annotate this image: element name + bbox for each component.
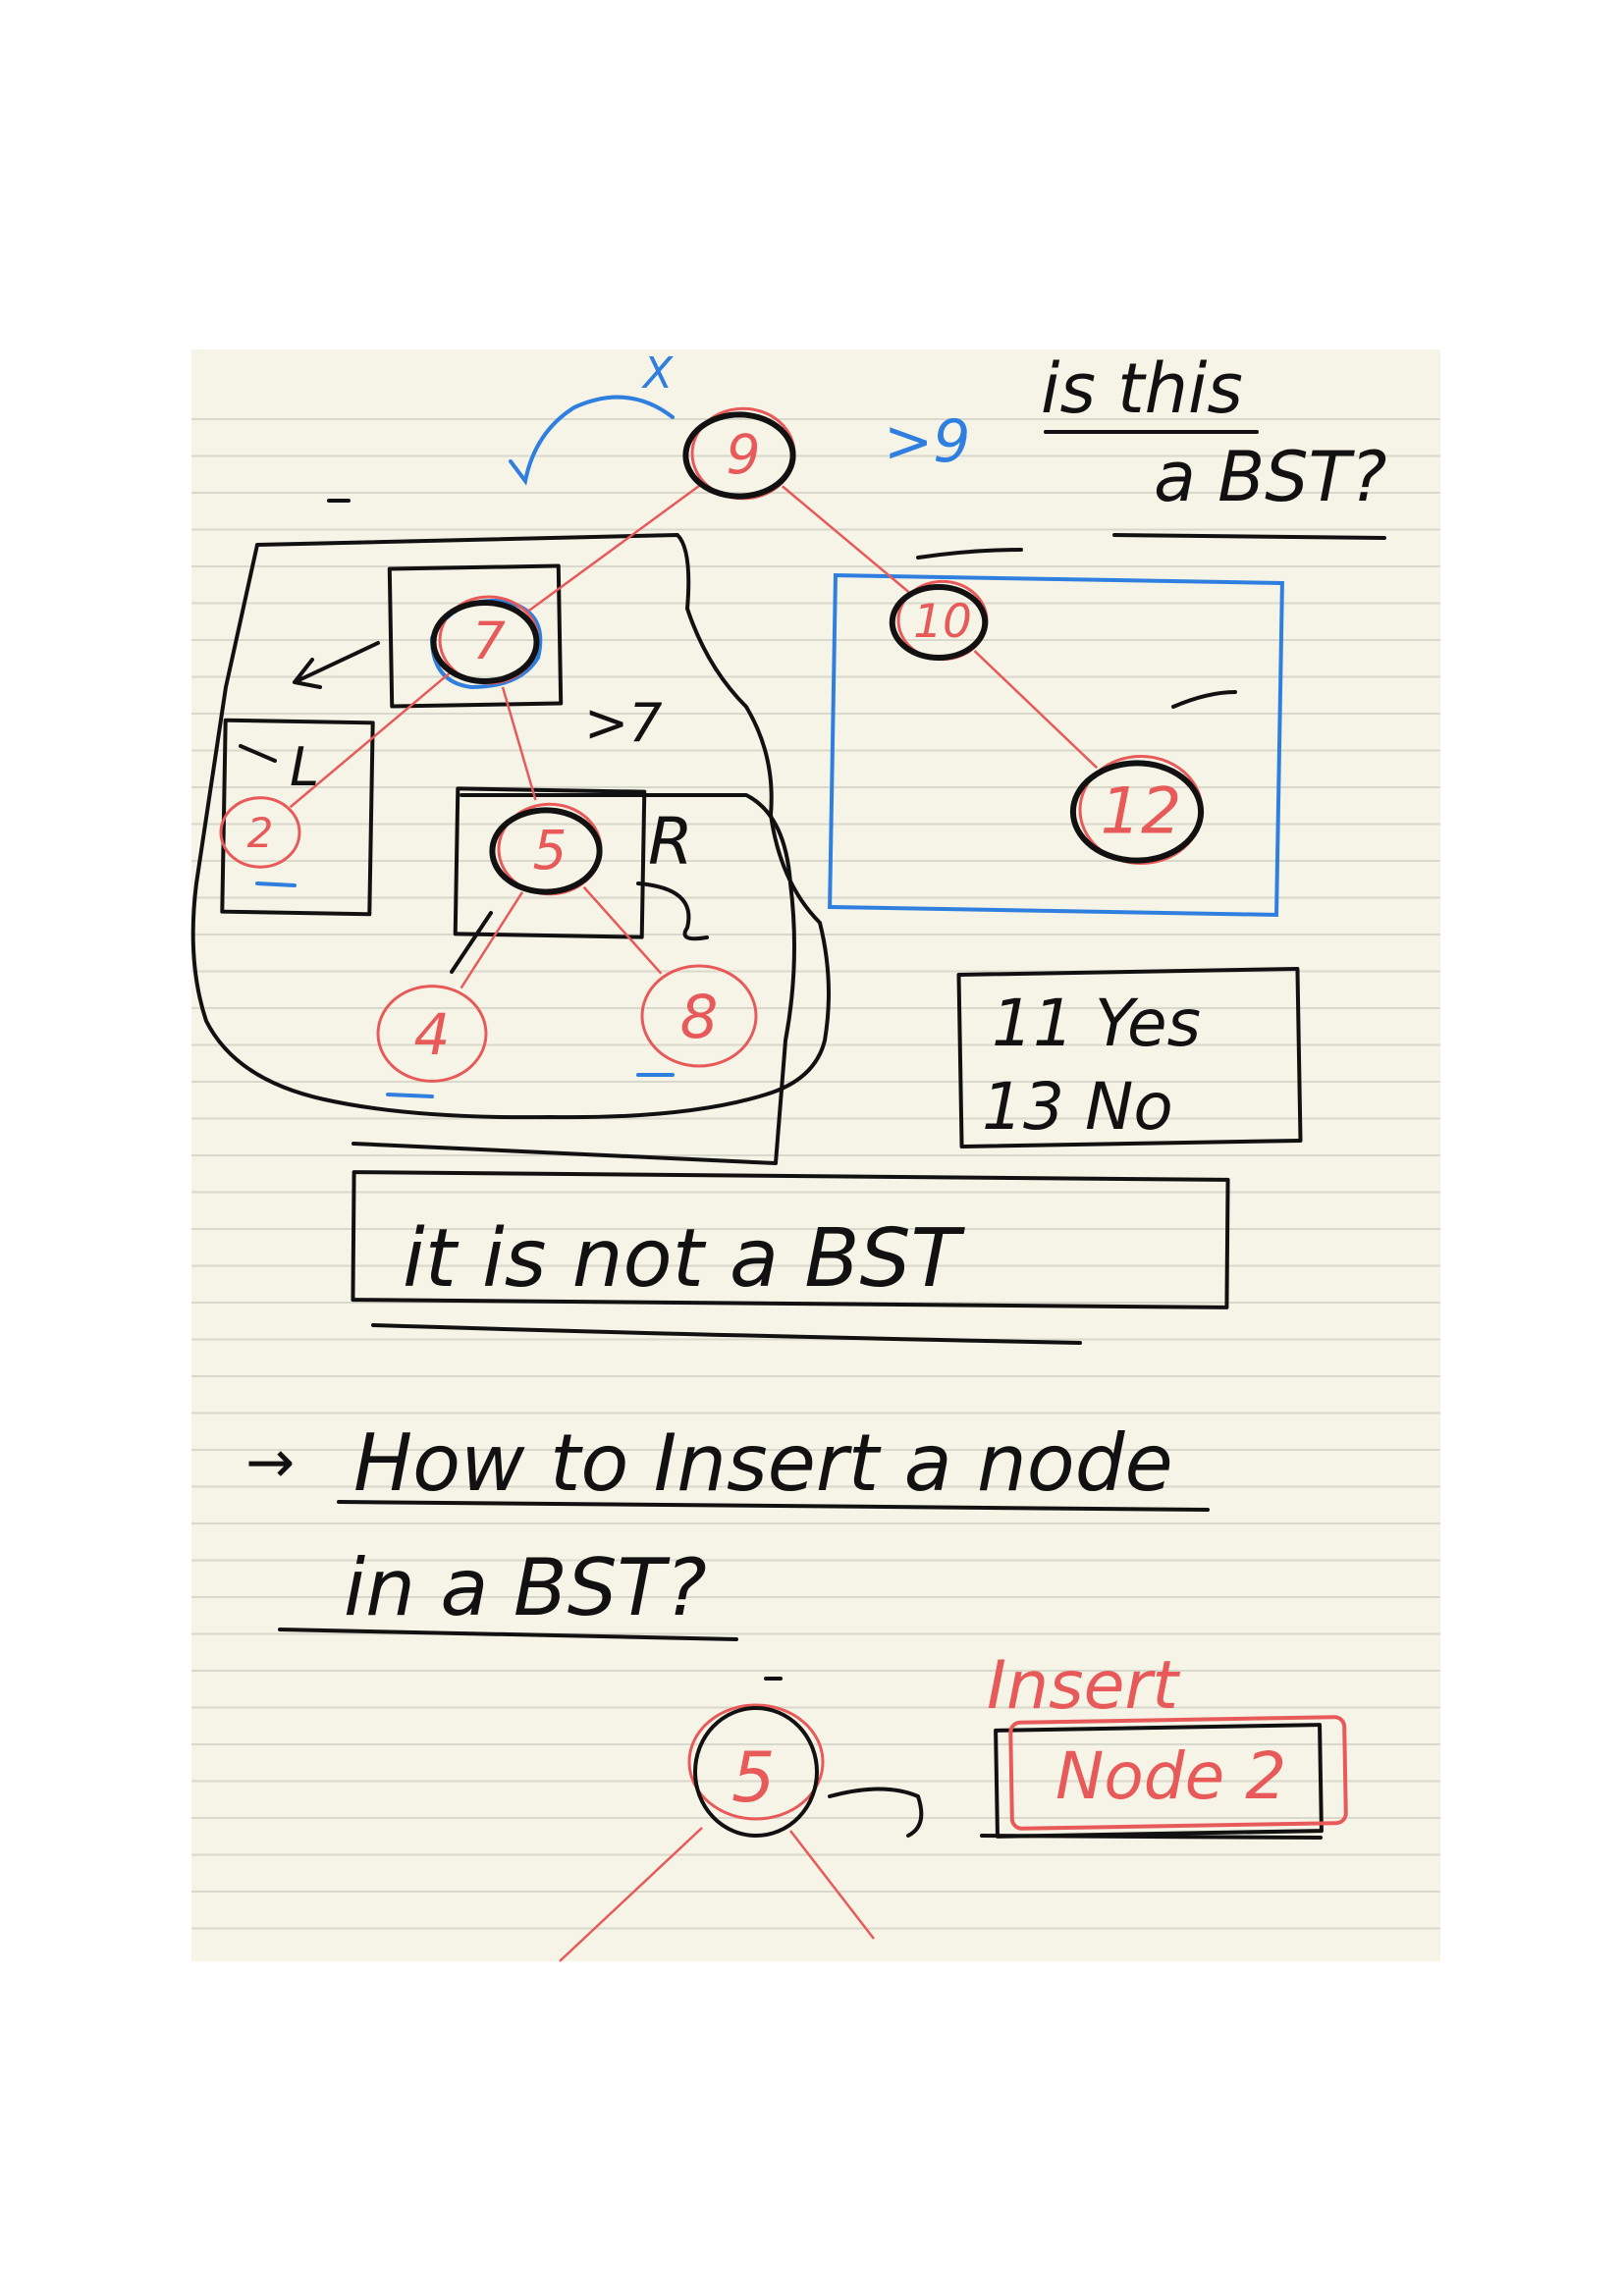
node-9-label: 9 — [727, 423, 761, 486]
answer-line1: 11 Yes — [992, 986, 1201, 1061]
mark-gt9: >9 — [884, 407, 970, 476]
question-line2: a BST? — [1154, 437, 1387, 517]
node-2-ring — [219, 796, 301, 869]
tree1-edges — [289, 482, 1099, 989]
right-child-subtree-outline — [352, 793, 796, 1165]
tree2-root-ring-red — [687, 1703, 825, 1821]
tree1-edge-n5-n8 — [582, 885, 663, 975]
node-5-box — [453, 786, 647, 939]
insert-box-black — [994, 1723, 1324, 1839]
node-5-arrow-curl — [636, 881, 709, 941]
node-5-arrow-down — [450, 911, 493, 974]
node-12-black-ring — [1069, 760, 1205, 864]
node-8-label: 8 — [680, 983, 719, 1052]
tree2: 5 Insert Node 2 — [559, 1647, 1348, 1962]
node-10-black-ring — [889, 584, 989, 661]
node-7-box — [387, 563, 564, 709]
answer-box — [956, 966, 1303, 1148]
heading-underline — [337, 1500, 1210, 1512]
node-5-label: 5 — [533, 819, 568, 881]
conclusion-text: it is not a BST — [403, 1212, 966, 1306]
insert-label: Insert — [987, 1647, 1180, 1725]
tree1-edge-n7-n2 — [289, 670, 453, 809]
tree2-arrow — [828, 1787, 924, 1838]
tree2-root-label: 5 — [731, 1737, 776, 1818]
question-underline-2 — [1112, 533, 1386, 540]
right-subtree-box — [828, 573, 1284, 917]
tree2-edge-right — [789, 1830, 875, 1940]
tree1-edge-n10-n12 — [973, 650, 1099, 770]
blue-dash-2 — [255, 881, 297, 887]
node-8-ring — [640, 964, 758, 1068]
node-10-label: 10 — [913, 595, 972, 649]
mark-gt7: >7 — [584, 692, 663, 754]
heading-line1: How to Insert a node — [353, 1417, 1173, 1509]
question-line1: is this — [1041, 348, 1243, 429]
tree2-root-ring-black — [693, 1706, 819, 1838]
left-subtree-outline — [190, 533, 831, 1120]
heading-line2: in a BST? — [344, 1542, 707, 1633]
mark-root-x: X — [641, 348, 674, 399]
answer-line2: 13 No — [982, 1069, 1173, 1145]
conclusion-box — [351, 1170, 1230, 1309]
tree1-edge-n9-n10 — [782, 485, 910, 594]
mark-check-10 — [916, 548, 1023, 560]
mark-check-12 — [1171, 690, 1237, 709]
node-12-label: 12 — [1101, 775, 1182, 849]
insert-box-red — [1008, 1715, 1348, 1831]
node-2-label: 2 — [247, 809, 274, 857]
tree1-edge-n5-n4 — [460, 891, 524, 989]
blue-dash-4 — [386, 1093, 434, 1098]
node-4-label: 4 — [414, 1001, 451, 1068]
root-blue-curl — [509, 395, 675, 486]
conclusion-underline — [371, 1323, 1082, 1345]
tree1-edge-n7-n5 — [501, 686, 537, 801]
heading-line2-underline — [278, 1628, 738, 1641]
mark-right: R — [648, 804, 693, 880]
node-7-label: 7 — [472, 612, 506, 671]
mark-dash-2 — [239, 744, 277, 763]
tree1-edge-n9-n7 — [527, 482, 703, 613]
node-4-ring — [376, 985, 488, 1083]
tree1-nodes: 9 7 10 2 5 12 4 8 — [219, 406, 1205, 1083]
node-7-black-ring — [430, 600, 540, 684]
arrow-to-left — [293, 641, 380, 689]
mark-left: L — [290, 736, 319, 798]
insert-box-text: Node 2 — [1055, 1738, 1286, 1814]
heading-arrow: → — [245, 1428, 295, 1497]
tree2-edge-left — [559, 1827, 703, 1962]
node-5-black-ring — [489, 807, 603, 895]
node-9-black-ring — [682, 411, 796, 500]
